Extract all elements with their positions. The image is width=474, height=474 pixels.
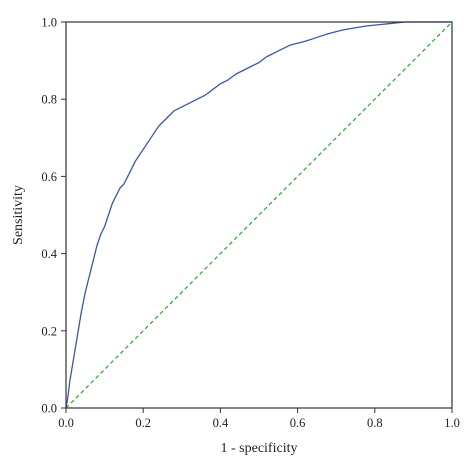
reference-diagonal-line: [65, 21, 453, 409]
x-axis-title: 1 - specificity: [221, 441, 298, 456]
plot-frame: [65, 21, 453, 409]
x-tick-label: 0.0: [58, 416, 74, 430]
y-tick-label: 0.2: [41, 324, 57, 338]
y-tick-label: 0.4: [41, 247, 57, 261]
x-tick-label: 0.6: [290, 416, 306, 430]
roc-curve-line: [65, 21, 452, 409]
y-tick-label: 1.0: [41, 16, 57, 30]
y-tick-label: 0.6: [41, 170, 57, 184]
y-tick-label: 0.0: [41, 402, 57, 416]
x-tick-label: 0.2: [135, 416, 151, 430]
y-axis-title: Sensitivity: [11, 185, 26, 245]
x-tick-label: 0.8: [367, 416, 383, 430]
x-tick-label: 1.0: [444, 416, 460, 430]
ticks-layer: 0.0 0.2 0.4 0.6 0.8 1.0 0.0 0.2 0.4 0.6 0.8 1.0: [41, 16, 459, 431]
x-tick-label: 0.4: [213, 416, 229, 430]
series-layer: [65, 21, 453, 409]
y-tick-label: 0.8: [41, 93, 57, 107]
